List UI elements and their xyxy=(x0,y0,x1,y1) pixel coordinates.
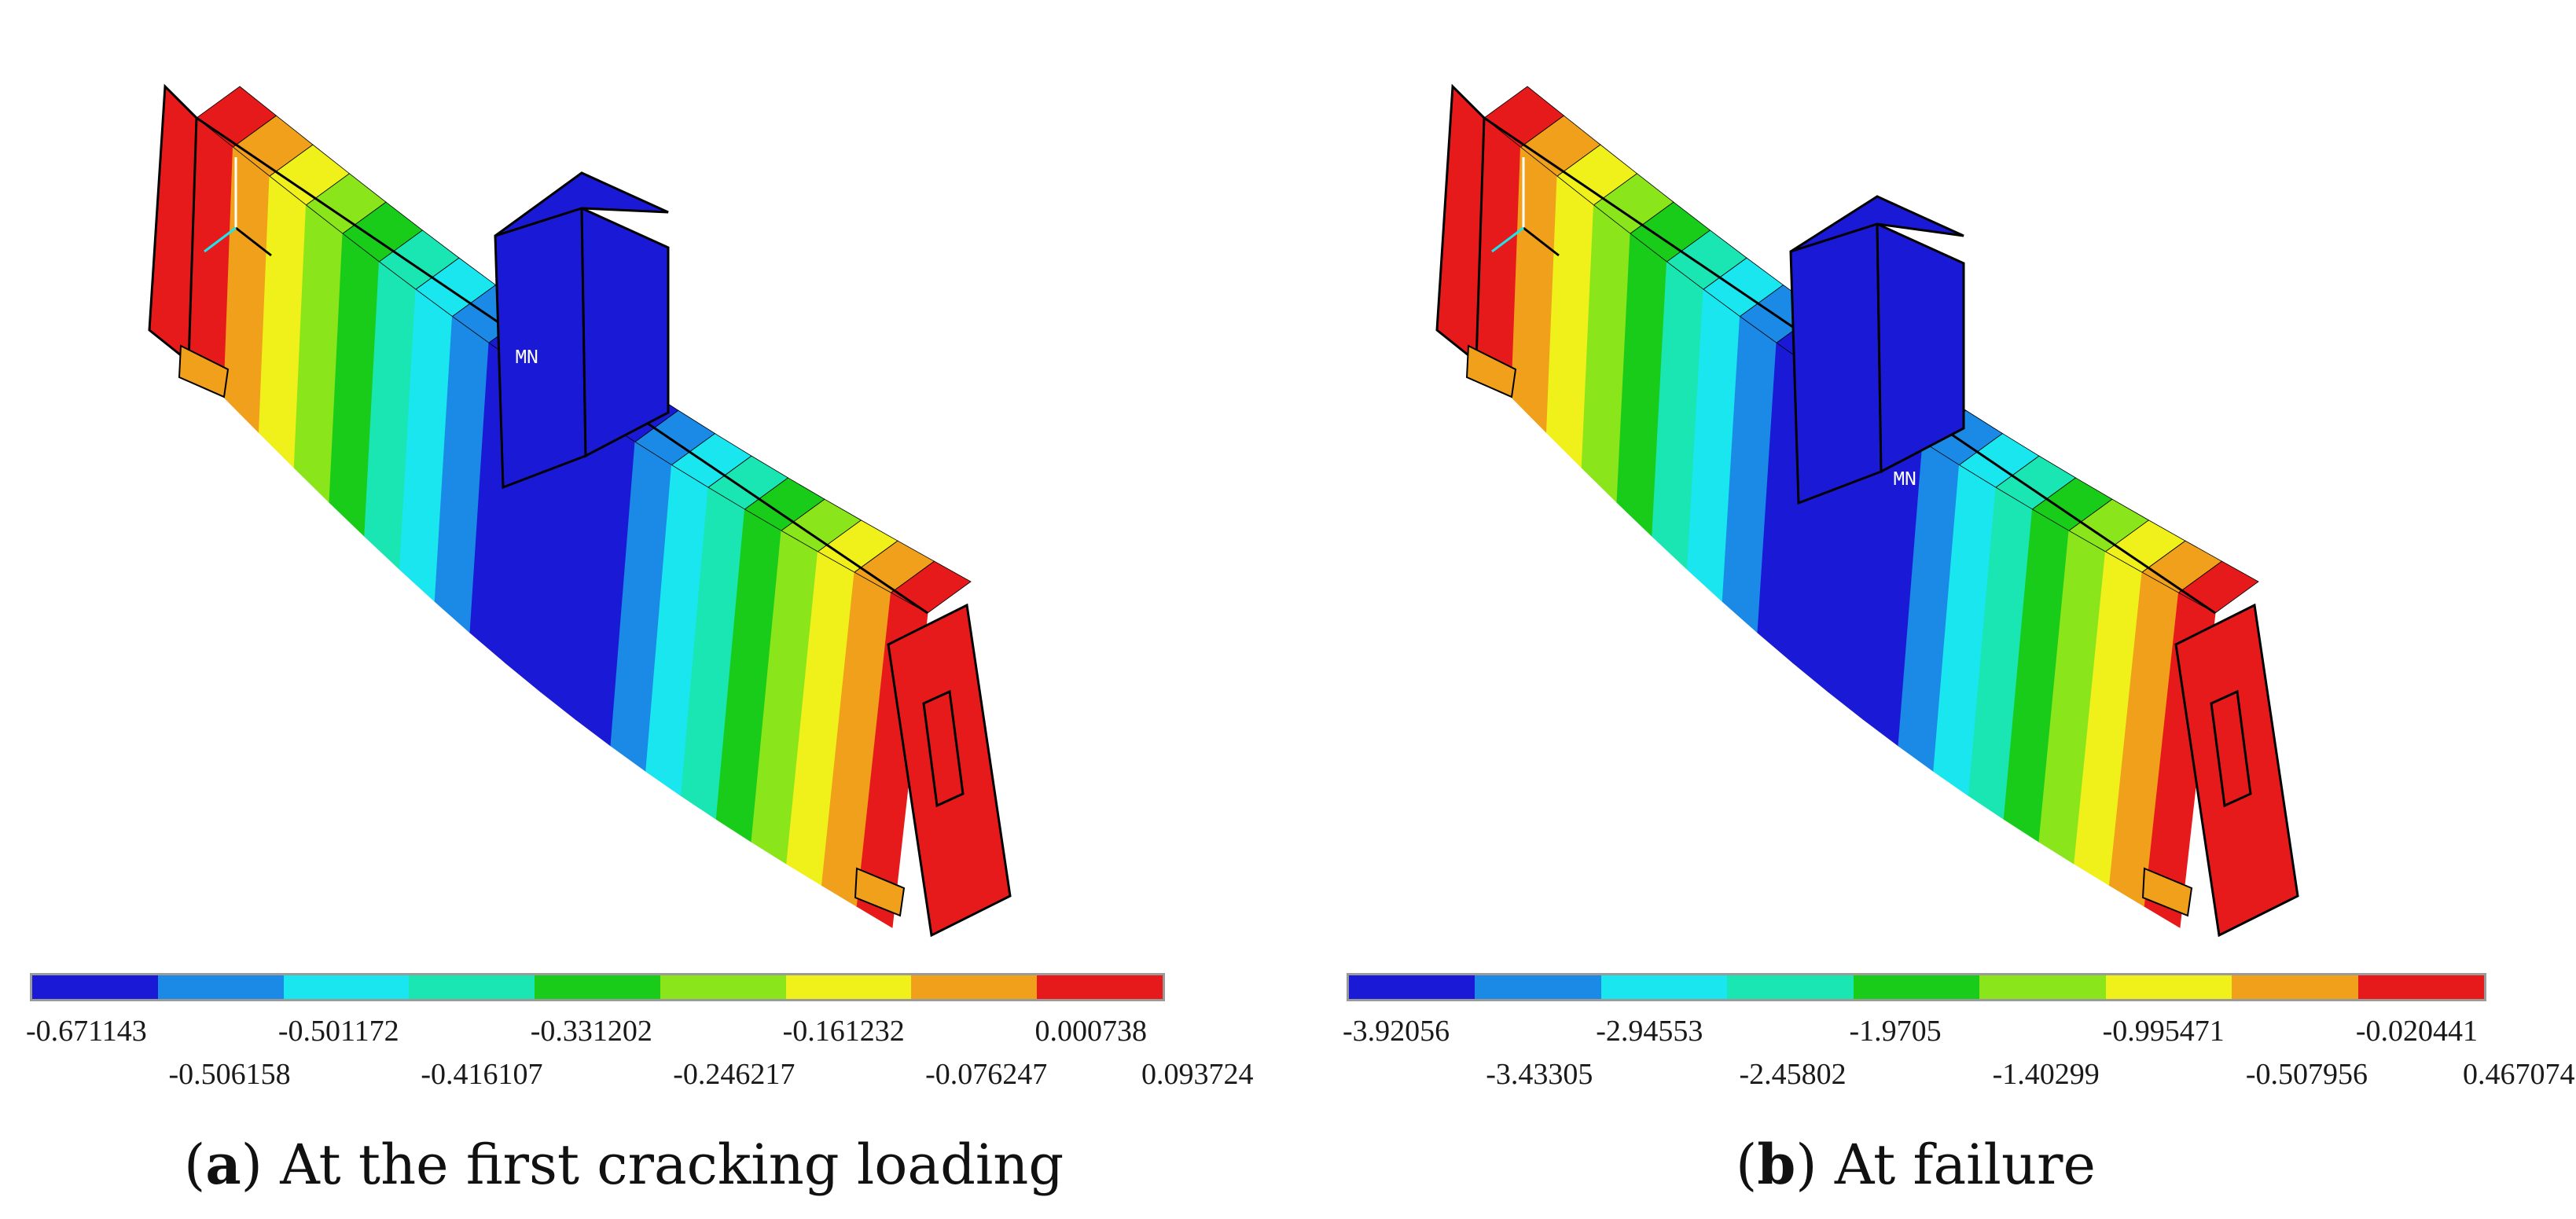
beam-right-end-hole-a xyxy=(922,689,965,808)
legend-swatch xyxy=(1475,975,1601,999)
caption-b: (b) At failure xyxy=(1736,1132,2096,1197)
coordinate-triad-b xyxy=(1491,157,1560,257)
legend-swatch xyxy=(2232,975,2358,999)
legend-tick-upper: -0.671143 xyxy=(26,1015,147,1048)
panel-a: MN -0.671143 -0.501172 -0.331202 -0.161232 0… xyxy=(26,83,1254,1197)
node-label-a: MN xyxy=(515,346,538,369)
beam-contour-a xyxy=(148,83,1012,938)
beam-left-end-b xyxy=(1435,83,1486,365)
load-column-top-b xyxy=(1790,195,1964,253)
legend-tick-lower: -1.40299 xyxy=(1992,1058,2100,1091)
load-column-side-b xyxy=(1876,222,1965,474)
support-right-a xyxy=(854,867,906,917)
legend-tick-lower: -2.45802 xyxy=(1739,1058,1847,1091)
beam-right-end-hole-b xyxy=(2210,689,2252,808)
load-column-front-b xyxy=(1789,222,1883,505)
legend-swatch xyxy=(785,975,912,999)
legend-swatch xyxy=(1727,975,1854,999)
coordinate-triad-a xyxy=(204,157,272,257)
legend-swatch xyxy=(1349,975,1475,999)
beam-left-end-a xyxy=(148,83,198,365)
legend-swatch xyxy=(32,975,158,999)
legend-tick-lower: 0.093724 xyxy=(1141,1058,1254,1091)
legend-swatch xyxy=(2357,975,2484,999)
legend-swatch xyxy=(1037,975,1163,999)
caption-a: (a) At the first cracking loading xyxy=(184,1132,1064,1197)
legend-tick-upper: -0.020441 xyxy=(2355,1015,2479,1048)
legend-swatch xyxy=(535,975,660,999)
load-column-front-a xyxy=(494,206,587,490)
legend-swatch xyxy=(409,975,535,999)
support-right-b xyxy=(2141,867,2193,917)
legend-tick-upper: -0.331202 xyxy=(530,1015,652,1048)
support-left-b xyxy=(1465,344,1517,398)
node-label-b: MN xyxy=(1893,468,1916,491)
legend-tick-lower: -3.43305 xyxy=(1486,1058,1593,1091)
legend-swatch xyxy=(2105,975,2232,999)
legend-tick-upper: -1.9705 xyxy=(1849,1015,1942,1048)
panel-b: MN -3.92056 -2.94553 -1.9705 -0.995471 -0.02… xyxy=(1288,0,2575,1219)
legend-tick-upper: 0.000738 xyxy=(1034,1015,1148,1048)
beam-contour-b xyxy=(1435,83,2299,938)
support-left-a xyxy=(178,344,230,398)
legend-swatch xyxy=(911,975,1038,999)
legend-tick-upper: -0.501172 xyxy=(277,1015,399,1048)
legend-tick-upper: -0.995471 xyxy=(2102,1015,2225,1048)
legend-swatch xyxy=(157,975,284,999)
legend-swatch xyxy=(1600,975,1728,999)
legend-bar-b xyxy=(1347,973,2486,1001)
legend-tick-upper: -3.92056 xyxy=(1343,1015,1450,1048)
legend-tick-lower: -0.506158 xyxy=(168,1058,291,1091)
load-column-side-a xyxy=(580,206,670,458)
legend-tick-lower: -0.076247 xyxy=(925,1058,1048,1091)
legend-tick-lower: -0.416107 xyxy=(421,1058,543,1091)
legend-swatch xyxy=(283,975,410,999)
legend-tick-lower: 0.467074 xyxy=(2463,1058,2575,1091)
legend-tick-lower: -0.246217 xyxy=(673,1058,796,1091)
legend-tick-lower: -0.507956 xyxy=(2245,1058,2368,1091)
legend-tick-upper: -0.161232 xyxy=(782,1015,905,1048)
legend-swatch xyxy=(660,975,786,999)
legend-swatch xyxy=(1979,975,2106,999)
legend-tick-upper: -2.94553 xyxy=(1596,1015,1703,1048)
legend-bar-a xyxy=(30,973,1165,1001)
legend-swatch xyxy=(1853,975,1980,999)
load-column-top-a xyxy=(494,171,669,237)
